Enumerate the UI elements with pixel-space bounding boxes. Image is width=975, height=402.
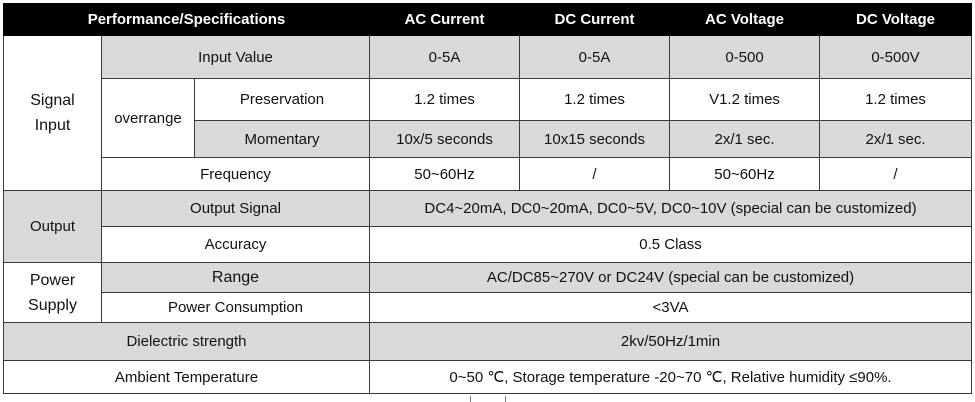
overrange-label: overrange <box>101 78 195 158</box>
ambient-row: Ambient Temperature 0~50 ℃, Storage temp… <box>3 360 972 394</box>
accuracy-value: 0.5 Class <box>369 226 972 263</box>
header-dc-current: DC Current <box>519 3 670 36</box>
signal-input-label-line2: Input <box>34 117 71 134</box>
dielectric-row: Dielectric strength 2kv/50Hz/1min <box>3 322 972 361</box>
header-dc-voltage: DC Voltage <box>819 3 972 36</box>
preservation-row: overrange Preservation 1.2 times 1.2 tim… <box>4 78 972 158</box>
power-consumption-row: Power Consumption <3VA <box>4 292 972 323</box>
frequency-ac-current: 50~60Hz <box>369 157 520 191</box>
power-supply-label-line1: Power <box>29 271 76 289</box>
signal-input-label-line1: Signal <box>30 92 75 109</box>
signal-input-label: Signal Input <box>3 35 102 191</box>
specifications-table: Performance/Specifications AC Current DC… <box>3 3 972 394</box>
preservation-label: Preservation <box>194 78 370 121</box>
output-signal-label: Output Signal <box>101 190 370 227</box>
header-title: Performance/Specifications <box>3 3 370 36</box>
power-range-value: AC/DC85~270V or DC24V (special can be cu… <box>369 262 972 293</box>
bottom-edge-mark <box>470 396 506 402</box>
output-label: Output <box>3 190 102 263</box>
momentary-row: Momentary 10x/5 seconds 10x15 seconds 2x… <box>4 120 972 158</box>
momentary-dc-current: 10x15 seconds <box>519 120 670 158</box>
power-consumption-label: Power Consumption <box>101 292 370 323</box>
momentary-ac-current: 10x/5 seconds <box>369 120 520 158</box>
power-range-label: Range <box>101 262 370 293</box>
dielectric-value: 2kv/50Hz/1min <box>369 322 972 361</box>
input-value-row: Signal Input Input Value 0-5A 0-5A 0-500… <box>3 35 972 191</box>
power-supply-label-line2: Supply <box>28 296 77 314</box>
frequency-dc-voltage: / <box>819 157 972 191</box>
output-signal-value: DC4~20mA, DC0~20mA, DC0~5V, DC0~10V (spe… <box>369 190 972 227</box>
momentary-ac-voltage: 2x/1 sec. <box>669 120 820 158</box>
power-supply-label: Power Supply <box>3 262 102 323</box>
frequency-ac-voltage: 50~60Hz <box>669 157 820 191</box>
preservation-dc-current: 1.2 times <box>519 78 670 121</box>
accuracy-label: Accuracy <box>101 226 370 263</box>
input-value-ac-voltage: 0-500 <box>669 35 820 79</box>
header-row: Performance/Specifications AC Current DC… <box>3 3 972 36</box>
accuracy-row: Accuracy 0.5 Class <box>4 226 972 263</box>
momentary-dc-voltage: 2x/1 sec. <box>819 120 972 158</box>
power-consumption-value: <3VA <box>369 292 972 323</box>
input-value-label: Input Value <box>101 35 370 79</box>
frequency-row: Frequency 50~60Hz / 50~60Hz / <box>4 157 972 191</box>
ambient-value: 0~50 ℃, Storage temperature -20~70 ℃, Re… <box>369 360 972 394</box>
ambient-label: Ambient Temperature <box>3 360 370 394</box>
preservation-dc-voltage: 1.2 times <box>819 78 972 121</box>
momentary-label: Momentary <box>194 120 370 158</box>
frequency-label: Frequency <box>101 157 370 191</box>
power-range-row: Power Supply Range AC/DC85~270V or DC24V… <box>3 262 972 323</box>
output-signal-row: Output Output Signal DC4~20mA, DC0~20mA,… <box>3 190 972 263</box>
preservation-ac-voltage: V1.2 times <box>669 78 820 121</box>
input-value-ac-current: 0-5A <box>369 35 520 79</box>
header-ac-voltage: AC Voltage <box>669 3 820 36</box>
frequency-dc-current: / <box>519 157 670 191</box>
preservation-ac-current: 1.2 times <box>369 78 520 121</box>
input-value-dc-current: 0-5A <box>519 35 670 79</box>
header-ac-current: AC Current <box>369 3 520 36</box>
dielectric-label: Dielectric strength <box>3 322 370 361</box>
input-value-dc-voltage: 0-500V <box>819 35 972 79</box>
